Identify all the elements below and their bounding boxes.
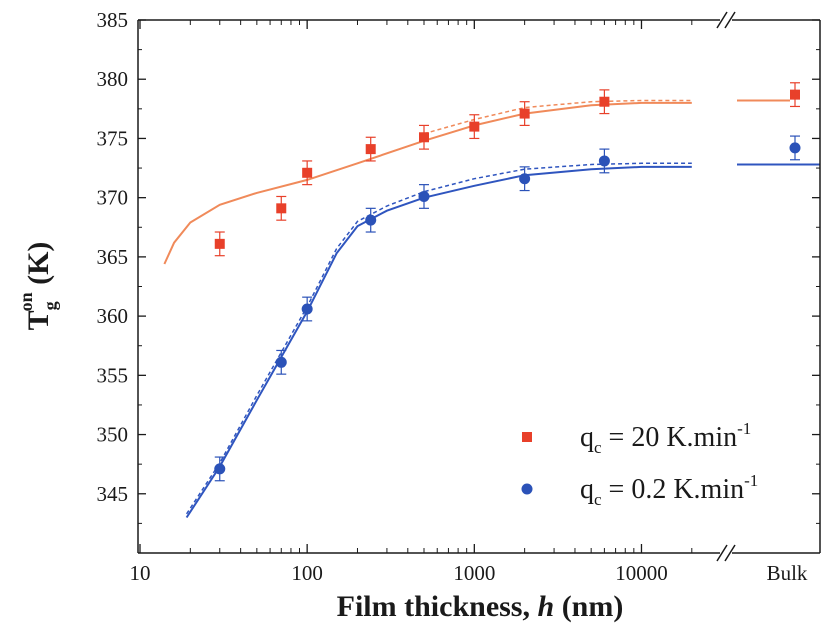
fit-line-solid-1	[185, 165, 692, 519]
data-point-s0-4	[419, 132, 429, 143]
legend: qc = 20 K.min-1 qc = 0.2 K.min-1	[521, 419, 758, 509]
data-point-s0-5	[469, 121, 480, 132]
data-point-s1-5	[519, 173, 531, 185]
axis-labels: 345 350 355 360 365 370 375 380 385 10 100 1000 1000…	[16, 8, 808, 623]
data-point-s1-0	[214, 463, 226, 475]
y-tick-label-8: 385	[97, 8, 129, 32]
axis-break-mark-0-1	[724, 11, 736, 29]
fit-line-dashed-0	[423, 99, 692, 135]
x-tick-label-3: 10000	[615, 561, 668, 585]
data-point-s1-2	[301, 303, 313, 315]
data-point-s0-7	[599, 96, 610, 107]
legend-label-1: qc = 0.2 K.min-1	[580, 471, 758, 509]
y-tick-label-1: 350	[97, 423, 129, 447]
data-point-s1-4	[418, 190, 430, 202]
y-tick-label-0: 345	[97, 482, 129, 506]
x-tick-label-0: 10	[130, 561, 151, 585]
legend-marker-0	[522, 432, 532, 442]
y-axis-title: Tgon (K)	[16, 242, 60, 331]
y-tick-label-6: 375	[97, 126, 129, 150]
data-point-s0-6	[519, 108, 530, 119]
data-point-s1-1	[275, 356, 287, 368]
legend-label-0: qc = 20 K.min-1	[580, 419, 751, 457]
y-tick-label-5: 370	[97, 186, 129, 210]
x-tick-label-2: 1000	[453, 561, 495, 585]
fit-line-dashed-1	[185, 162, 692, 515]
bulk-point-s1	[789, 142, 801, 154]
y-tick-label-4: 365	[97, 245, 129, 269]
axis-break-mark-1-1	[724, 544, 736, 562]
y-tick-label-7: 380	[97, 67, 129, 91]
data-point-s0-2	[302, 167, 313, 178]
x-axis-title: Film thickness, h (nm)	[337, 590, 624, 623]
axes	[137, 11, 821, 562]
data-point-s1-3	[365, 214, 377, 226]
x-tick-label-1: 100	[291, 561, 323, 585]
data-point-s0-1	[276, 203, 287, 214]
bulk-point-s0	[790, 89, 800, 100]
data-point-s0-3	[365, 144, 376, 155]
axis-break-mark-1-0	[716, 544, 728, 562]
axis-break-mark-0-0	[716, 11, 728, 29]
x-tick-label-bulk: Bulk	[767, 561, 808, 585]
y-tick-label-2: 355	[97, 363, 129, 387]
y-tick-label-3: 360	[97, 304, 129, 328]
fit-line-solid-0	[163, 101, 692, 265]
plot-area	[163, 82, 820, 519]
legend-marker-1	[521, 483, 533, 495]
data-point-s1-6	[598, 155, 610, 167]
data-point-s0-0	[214, 238, 225, 249]
